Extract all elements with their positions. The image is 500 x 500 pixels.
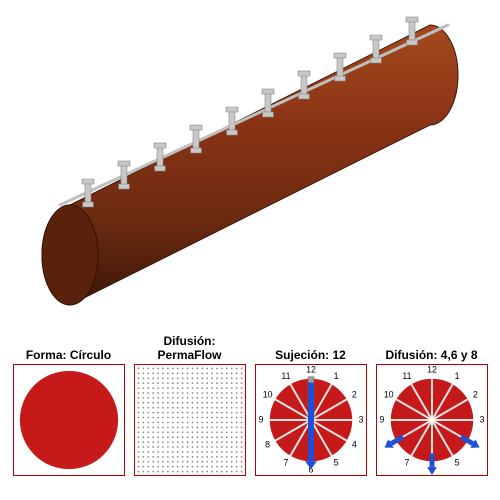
panel-forma-box bbox=[13, 364, 125, 476]
svg-text:2: 2 bbox=[472, 389, 477, 399]
svg-text:5: 5 bbox=[333, 458, 338, 468]
svg-text:10: 10 bbox=[383, 389, 393, 399]
permaflow-svg bbox=[135, 364, 245, 476]
svg-text:8: 8 bbox=[265, 439, 270, 449]
forma-circle-svg bbox=[14, 364, 124, 476]
panel-permaflow-label: Difusión: PermaFlow bbox=[157, 330, 221, 362]
svg-text:7: 7 bbox=[283, 458, 288, 468]
forma-circle bbox=[19, 371, 117, 469]
svg-text:1: 1 bbox=[333, 371, 338, 381]
svg-text:1: 1 bbox=[454, 371, 459, 381]
panel-permaflow-title-1: Difusión: bbox=[157, 334, 221, 348]
svg-text:10: 10 bbox=[262, 389, 272, 399]
panel-permaflow: Difusión: PermaFlow bbox=[131, 330, 248, 476]
panel-permaflow-box bbox=[134, 364, 246, 476]
panel-sujecion: Sujeción: 12 121234567891011 bbox=[252, 330, 369, 476]
panel-difusion468-label: Difusión: 4,6 y 8 bbox=[385, 330, 477, 362]
svg-text:12: 12 bbox=[306, 364, 316, 374]
panel-row: Forma: Círculo Difusión: PermaFlow Sujec… bbox=[10, 330, 490, 476]
svg-text:9: 9 bbox=[379, 414, 384, 424]
panel-forma-label: Forma: Círculo bbox=[26, 330, 111, 362]
panel-forma: Forma: Círculo bbox=[10, 330, 127, 476]
svg-text:4: 4 bbox=[351, 439, 356, 449]
panel-sujecion-label: Sujeción: 12 bbox=[275, 330, 346, 362]
svg-text:2: 2 bbox=[351, 389, 356, 399]
panel-sujecion-title: Sujeción: 12 bbox=[275, 348, 346, 362]
cylinder-svg bbox=[0, 0, 500, 330]
svg-text:12: 12 bbox=[427, 364, 437, 374]
cylinder-render bbox=[0, 0, 500, 330]
panel-sujecion-box: 121234567891011 bbox=[255, 364, 367, 476]
svg-text:3: 3 bbox=[479, 414, 484, 424]
svg-text:11: 11 bbox=[402, 371, 411, 381]
panel-forma-title: Forma: Círculo bbox=[26, 348, 111, 362]
sujecion-svg: 121234567891011 bbox=[256, 364, 366, 476]
panel-difusion468-title: Difusión: 4,6 y 8 bbox=[385, 348, 477, 362]
svg-text:11: 11 bbox=[281, 371, 290, 381]
svg-text:3: 3 bbox=[358, 414, 363, 424]
panel-difusion468: Difusión: 4,6 y 8 121234567891011 bbox=[373, 330, 490, 476]
svg-text:5: 5 bbox=[454, 458, 459, 468]
svg-text:7: 7 bbox=[404, 458, 409, 468]
difusion468-svg: 121234567891011 bbox=[377, 364, 487, 476]
panel-permaflow-title-2: PermaFlow bbox=[157, 348, 221, 362]
panel-difusion468-box: 121234567891011 bbox=[376, 364, 488, 476]
svg-text:9: 9 bbox=[258, 414, 263, 424]
